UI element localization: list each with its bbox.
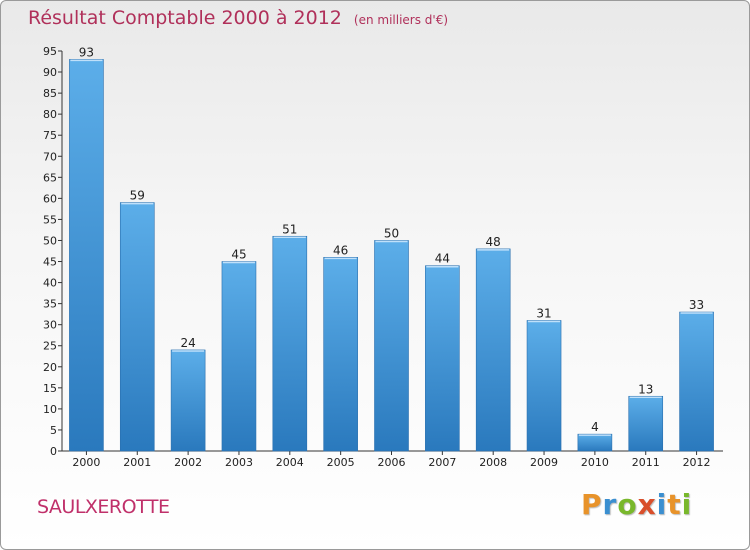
bar-2012	[679, 311, 714, 452]
y-tick-label: 15	[43, 382, 57, 395]
y-tick-label: 55	[43, 213, 57, 226]
data-label-2007: 44	[435, 252, 450, 266]
data-label-2003: 45	[231, 248, 246, 262]
data-label-2011: 13	[638, 382, 653, 396]
commune-name: SAULXEROTTE	[37, 496, 170, 518]
x-tick-label: 2009	[530, 456, 558, 469]
x-tick-label: 2000	[72, 456, 100, 469]
y-tick-label: 10	[43, 403, 57, 416]
bar-2005	[323, 257, 358, 452]
logo-letter: t	[667, 488, 682, 521]
bar-2003	[221, 261, 257, 452]
y-tick-label: 75	[43, 129, 57, 142]
data-label-2006: 50	[384, 226, 399, 240]
bar-2008	[475, 248, 511, 452]
x-tick-label: 2012	[683, 456, 711, 469]
data-label-2000: 93	[79, 45, 94, 59]
logo-letter: r	[602, 488, 618, 521]
title-text: Résultat Comptable 2000 à 2012	[28, 7, 342, 29]
x-tick-label: 2006	[378, 456, 406, 469]
y-tick-label: 20	[43, 361, 57, 374]
x-tick-label: 2001	[123, 456, 151, 469]
x-tick-label: 2010	[581, 456, 609, 469]
bar-2010	[577, 433, 613, 452]
proxiti-logo: Proxiti	[581, 488, 692, 521]
data-label-2002: 24	[180, 336, 195, 350]
chart-title: Résultat Comptable 2000 à 2012 (en millie…	[28, 7, 448, 29]
y-tick-label: 60	[43, 192, 57, 205]
title-unit: (en milliers d'€)	[353, 13, 449, 27]
bar-2006	[374, 240, 409, 452]
y-tick-label: 95	[43, 45, 57, 58]
logo-letter: i	[656, 488, 668, 521]
x-tick-label: 2004	[276, 456, 304, 469]
logo-letter: i	[681, 488, 693, 521]
bar-2009	[526, 320, 562, 452]
x-tick-label: 2005	[327, 456, 355, 469]
logo-letter: x	[637, 488, 657, 521]
bar-2007	[425, 265, 460, 452]
bar-2001	[119, 202, 155, 452]
x-tick-label: 2011	[632, 456, 660, 469]
y-tick-label: 40	[43, 277, 57, 290]
data-label-2004: 51	[282, 222, 297, 236]
bar-2000	[69, 59, 104, 452]
y-tick-label: 90	[43, 66, 57, 79]
x-tick-label: 2007	[428, 456, 456, 469]
logo-letter: P	[581, 488, 603, 521]
y-tick-label: 45	[43, 256, 57, 269]
data-label-2001: 59	[130, 189, 145, 203]
data-label-2009: 31	[536, 306, 551, 320]
x-tick-label: 2008	[479, 456, 507, 469]
data-label-2012: 33	[689, 298, 704, 312]
bar-2002	[170, 349, 206, 452]
data-label-2010: 4	[591, 420, 599, 434]
y-tick-label: 5	[50, 424, 57, 437]
y-tick-label: 0	[50, 445, 57, 458]
y-tick-label: 35	[43, 298, 57, 311]
data-label-2008: 48	[486, 235, 501, 249]
y-tick-label: 85	[43, 87, 57, 100]
y-tick-label: 65	[43, 171, 57, 184]
y-tick-label: 25	[43, 340, 57, 353]
y-tick-label: 30	[43, 319, 57, 332]
y-tick-label: 80	[43, 108, 57, 121]
x-tick-label: 2003	[225, 456, 253, 469]
y-tick-label: 50	[43, 234, 57, 247]
x-tick-label: 2002	[174, 456, 202, 469]
bar-2011	[628, 395, 664, 452]
logo-letter: o	[617, 488, 638, 521]
data-label-2005: 46	[333, 243, 348, 257]
bar-2004	[272, 235, 308, 452]
y-tick-label: 70	[43, 150, 57, 163]
